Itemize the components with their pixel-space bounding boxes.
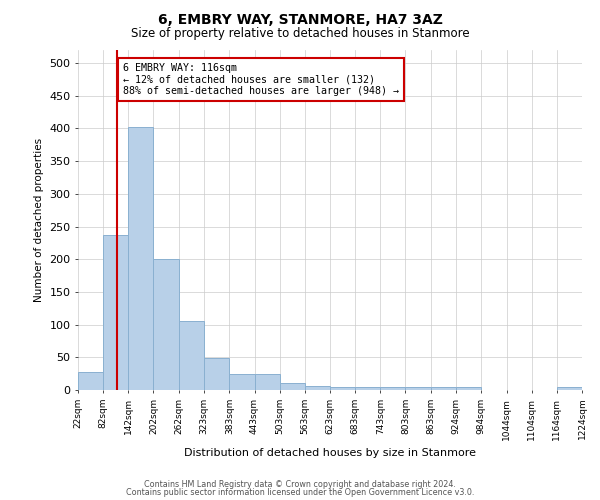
- X-axis label: Distribution of detached houses by size in Stanmore: Distribution of detached houses by size …: [184, 448, 476, 458]
- Text: Contains public sector information licensed under the Open Government Licence v3: Contains public sector information licen…: [126, 488, 474, 497]
- Bar: [229, 374, 254, 390]
- Bar: [305, 386, 330, 390]
- Bar: [330, 386, 355, 390]
- Bar: [355, 386, 380, 390]
- Text: 6 EMBRY WAY: 116sqm
← 12% of detached houses are smaller (132)
88% of semi-detac: 6 EMBRY WAY: 116sqm ← 12% of detached ho…: [123, 63, 399, 96]
- Bar: [280, 384, 305, 390]
- Bar: [254, 374, 280, 390]
- Bar: [154, 259, 179, 390]
- Bar: [78, 372, 103, 390]
- Y-axis label: Number of detached properties: Number of detached properties: [34, 138, 44, 302]
- Text: Contains HM Land Registry data © Crown copyright and database right 2024.: Contains HM Land Registry data © Crown c…: [144, 480, 456, 489]
- Bar: [406, 386, 431, 390]
- Bar: [380, 386, 406, 390]
- Bar: [179, 322, 204, 390]
- Text: 6, EMBRY WAY, STANMORE, HA7 3AZ: 6, EMBRY WAY, STANMORE, HA7 3AZ: [158, 12, 442, 26]
- Bar: [431, 386, 456, 390]
- Bar: [456, 386, 481, 390]
- Bar: [557, 386, 582, 390]
- Bar: [204, 358, 229, 390]
- Text: Size of property relative to detached houses in Stanmore: Size of property relative to detached ho…: [131, 28, 469, 40]
- Bar: [128, 126, 154, 390]
- Bar: [103, 235, 128, 390]
